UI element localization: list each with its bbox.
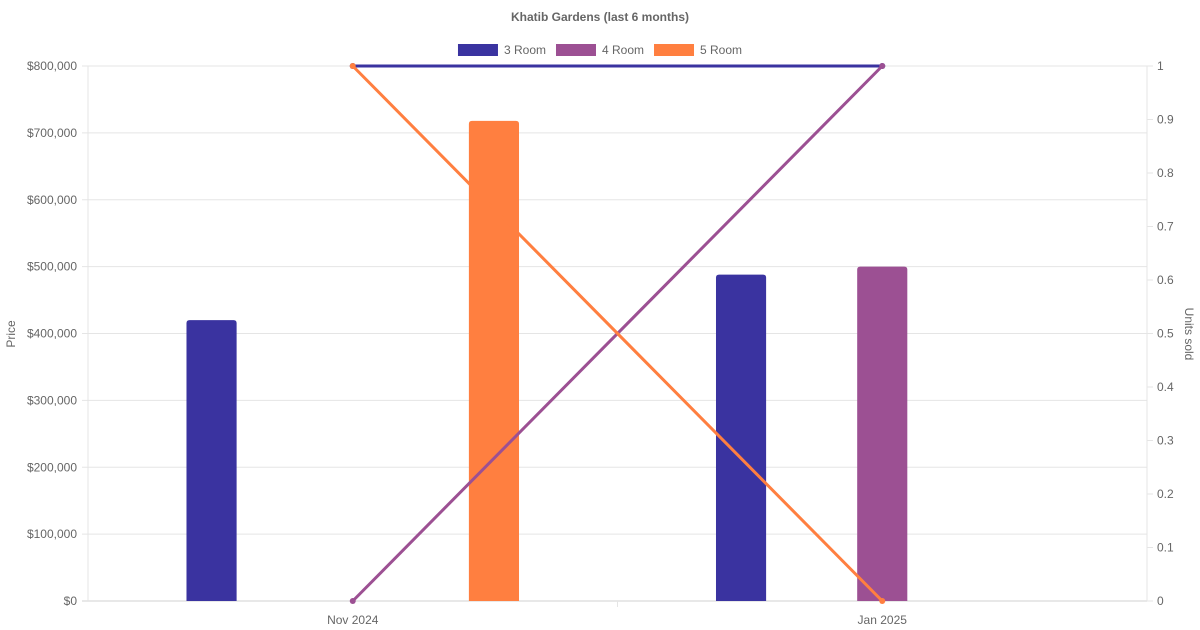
y-right-tick-label: 1 [1157, 59, 1164, 73]
y-right-tick-label: 0.3 [1157, 434, 1174, 448]
left-axis: $0 $100,000 $200,000 $300,000 $400,000 $500,0… [27, 59, 77, 608]
y-left-tick-label: $100,000 [27, 527, 77, 541]
point-5-room [879, 598, 886, 604]
y-right-tick-label: 0 [1157, 594, 1164, 608]
y-right-axis-title: Units sold [1182, 308, 1196, 361]
y-left-tick-label: $400,000 [27, 327, 77, 341]
y-right-tick-label: 0.9 [1157, 113, 1174, 127]
point-4-room [349, 598, 356, 604]
y-right-tick-label: 0.2 [1157, 487, 1174, 501]
y-right-tick-label: 0.7 [1157, 220, 1174, 234]
y-right-tick-label: 0.8 [1157, 166, 1174, 180]
legend-label-3-room: 3 Room [504, 43, 546, 57]
right-axis: 0 0.1 0.2 0.3 0.4 0.5 0.6 0.7 0.8 0.9 1 [1147, 59, 1174, 608]
y-left-tick-label: $0 [64, 594, 78, 608]
point-5-room [349, 63, 356, 69]
y-left-tick-label: $500,000 [27, 260, 77, 274]
bar-4-room [857, 266, 908, 601]
y-right-tick-label: 0.1 [1157, 541, 1174, 555]
legend-label-4-room: 4 Room [602, 43, 644, 57]
legend-swatch-5-room [654, 44, 695, 56]
bar-3-room [715, 274, 767, 601]
y-left-tick-label: $300,000 [27, 393, 77, 407]
y-right-tick-label: 0.6 [1157, 273, 1174, 287]
lines [349, 63, 886, 604]
x-tick-label: Nov 2024 [327, 613, 379, 627]
chart-title: Khatib Gardens (last 6 months) [511, 10, 689, 24]
bars [186, 120, 908, 602]
x-tick-label: Jan 2025 [858, 613, 908, 627]
bar-5-room [468, 120, 520, 602]
y-left-tick-label: $800,000 [27, 59, 77, 73]
bar-3-room [186, 320, 237, 601]
x-axis: Nov 2024 Jan 2025 [327, 601, 907, 627]
point-4-room [879, 63, 886, 69]
grid [82, 65, 1148, 602]
y-right-tick-label: 0.5 [1157, 327, 1174, 341]
y-left-tick-label: $600,000 [27, 193, 77, 207]
y-right-tick-label: 0.4 [1157, 380, 1174, 394]
legend-swatch-4-room [555, 44, 596, 56]
legend-swatch-3-room [457, 44, 498, 56]
legend-label-5-room: 5 Room [700, 43, 742, 57]
y-left-tick-label: $200,000 [27, 460, 77, 474]
y-left-axis-title: Price [4, 320, 18, 348]
legend: 3 Room 4 Room 5 Room [457, 43, 742, 57]
y-left-tick-label: $700,000 [27, 126, 77, 140]
line-5-room [351, 64, 884, 603]
